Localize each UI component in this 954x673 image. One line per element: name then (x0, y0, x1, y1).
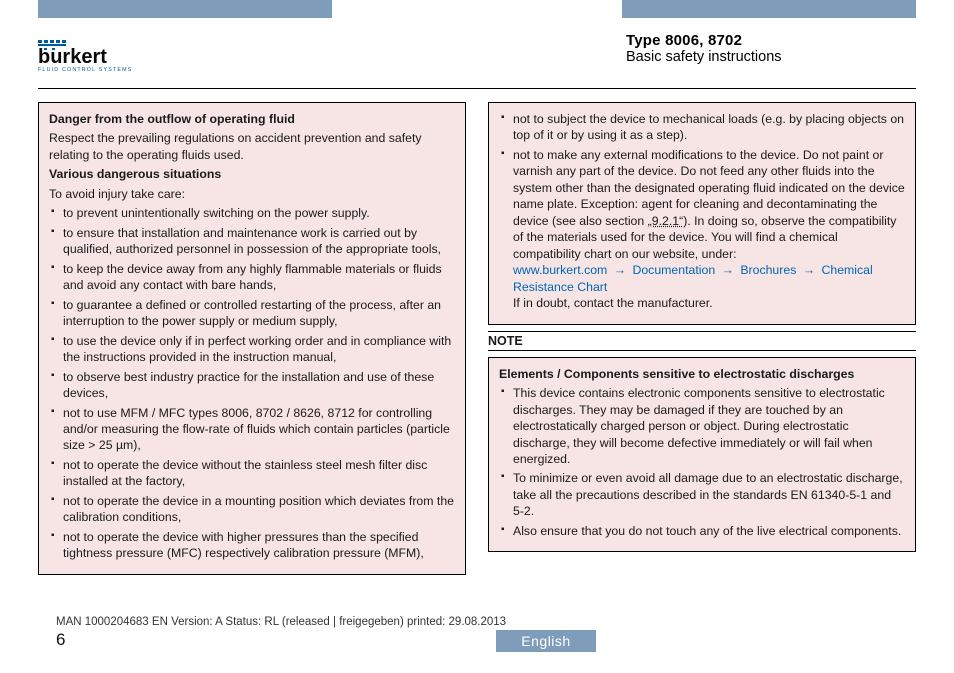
note-list: This device contains electronic componen… (499, 385, 905, 539)
list-item: to keep the device away from any highly … (49, 261, 455, 294)
link-documentation[interactable]: Documentation (632, 263, 715, 277)
note-box: Elements / Components sensitive to elect… (488, 357, 916, 553)
danger-para-1: Respect the prevailing regulations on ac… (49, 130, 455, 163)
danger-para-2: To avoid injury take care: (49, 186, 455, 202)
page-number: 6 (56, 630, 65, 650)
list-item: not to operate the device with higher pr… (49, 529, 455, 562)
content: Danger from the outflow of operating flu… (38, 102, 916, 612)
section-ref-link[interactable]: „9.2.1“ (648, 214, 684, 228)
col-right: not to subject the device to mechanical … (488, 102, 916, 612)
danger-list: to prevent unintentionally switching on … (49, 205, 455, 561)
top-tab-left (38, 0, 332, 18)
top-tab-right (622, 0, 916, 18)
burkert-logo-icon: burkert FLUID CONTROL SYSTEMS (38, 38, 168, 72)
list-item: to use the device only if in perfect wor… (49, 333, 455, 366)
top-tabs (0, 0, 954, 18)
doc-subtitle: Basic safety instructions (626, 49, 916, 65)
brand-tagline: FLUID CONTROL SYSTEMS (38, 67, 132, 72)
list-item: not to operate the device in a mounting … (49, 493, 455, 526)
list-item: To minimize or even avoid all damage due… (499, 470, 905, 519)
header: burkert FLUID CONTROL SYSTEMS Type 8006,… (38, 32, 916, 86)
danger-box: Danger from the outflow of operating flu… (38, 102, 466, 575)
footer-meta: MAN 1000204683 EN Version: A Status: RL … (56, 616, 916, 628)
brand-logo: burkert FLUID CONTROL SYSTEMS (38, 32, 296, 77)
list-item: to ensure that installation and maintena… (49, 225, 455, 258)
page: burkert FLUID CONTROL SYSTEMS Type 8006,… (0, 0, 954, 673)
list-item: not to make any external modifications t… (499, 147, 905, 312)
header-rule (38, 88, 916, 89)
footer: MAN 1000204683 EN Version: A Status: RL … (56, 616, 916, 656)
danger-heading-1: Danger from the outflow of operating flu… (49, 111, 455, 127)
list-item: This device contains electronic componen… (499, 385, 905, 467)
list-item: to observe best industry practice for th… (49, 369, 455, 402)
list-item: not to use MFM / MFC types 8006, 8702 / … (49, 405, 455, 454)
doc-type-title: Type 8006, 8702 (626, 32, 916, 49)
arrow-icon: → (611, 263, 629, 277)
danger-list-cont: not to subject the device to mechanical … (499, 111, 905, 312)
link-burkert[interactable]: www.burkert.com (513, 263, 607, 277)
text: If in doubt, contact the manufacturer. (513, 296, 713, 310)
danger-box-cont: not to subject the device to mechanical … (488, 102, 916, 325)
col-left: Danger from the outflow of operating flu… (38, 102, 466, 612)
danger-heading-2: Various dangerous situations (49, 166, 455, 182)
arrow-icon: → (800, 263, 818, 277)
arrow-icon: → (719, 263, 737, 277)
note-label: NOTE (488, 331, 916, 351)
note-heading: Elements / Components sensitive to elect… (499, 366, 905, 382)
link-brochures[interactable]: Brochures (740, 263, 796, 277)
list-item: to guarantee a defined or controlled res… (49, 297, 455, 330)
language-badge: English (496, 630, 596, 652)
list-item: not to operate the device without the st… (49, 457, 455, 490)
list-item: not to subject the device to mechanical … (499, 111, 905, 144)
brand-name: burkert (38, 46, 107, 68)
header-text: Type 8006, 8702 Basic safety instruction… (296, 32, 916, 65)
list-item: to prevent unintentionally switching on … (49, 205, 455, 221)
list-item: Also ensure that you do not touch any of… (499, 523, 905, 539)
